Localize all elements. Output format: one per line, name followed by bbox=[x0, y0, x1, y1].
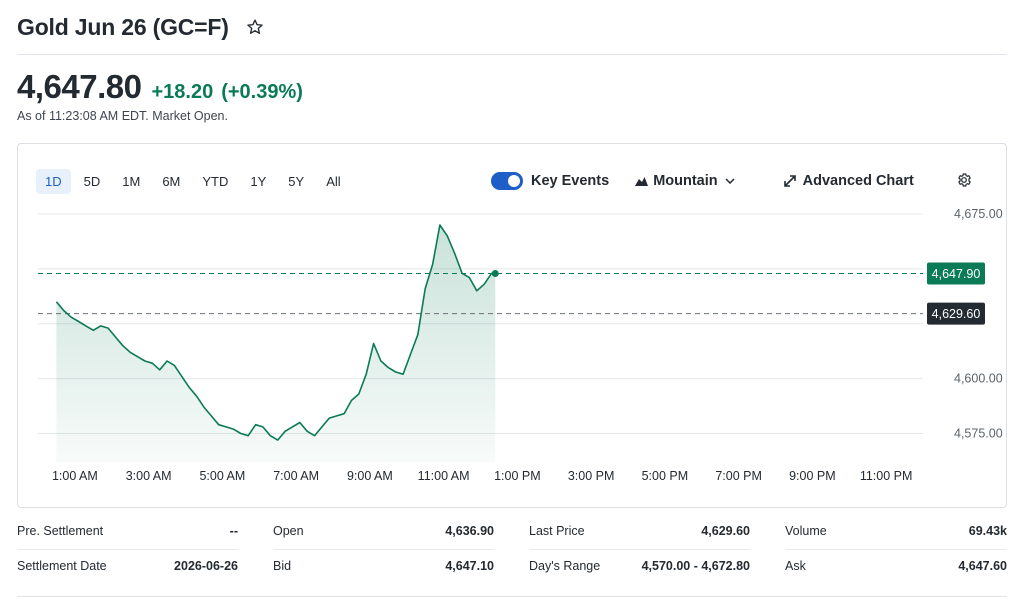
stat-label-pre-settlement: Pre. Settlement bbox=[17, 524, 104, 538]
stats-row: Pre. Settlement -- Open 4,636.90 Last Pr… bbox=[17, 514, 1007, 549]
x-tick-label: 3:00 PM bbox=[568, 469, 615, 483]
stat-value-last-price: 4,629.60 bbox=[701, 524, 750, 538]
chart-toolbar: Key Events Mountain Advanced Chart bbox=[491, 169, 914, 193]
x-tick-label: 3:00 AM bbox=[126, 469, 172, 483]
range-ytd-button[interactable]: YTD bbox=[202, 174, 229, 189]
key-events-label: Key Events bbox=[531, 173, 610, 189]
x-tick-label: 11:00 AM bbox=[418, 469, 470, 483]
expand-icon bbox=[783, 175, 796, 187]
stat-divider bbox=[785, 549, 1007, 550]
chevron-down-icon bbox=[725, 178, 735, 184]
x-tick-label: 11:00 PM bbox=[860, 469, 913, 483]
star-icon[interactable] bbox=[245, 17, 265, 37]
bottom-divider bbox=[17, 596, 1007, 597]
stat-divider bbox=[273, 549, 494, 550]
stat-value-settlement-date: 2026-06-26 bbox=[174, 559, 238, 573]
chart-card: 1D 5D 1M 6M YTD 1Y 5Y All Key Events Mou… bbox=[17, 143, 1007, 508]
x-tick-label: 5:00 PM bbox=[642, 469, 689, 483]
stat-label-volume: Volume bbox=[785, 524, 827, 538]
stat-value-volume: 69.43k bbox=[968, 524, 1007, 538]
y-tick-label: 4,675.00 bbox=[954, 207, 1003, 221]
advanced-chart-button[interactable]: Advanced Chart bbox=[783, 173, 914, 189]
x-tick-label: 5:00 AM bbox=[199, 469, 245, 483]
last-price-tag-label: 4,647.90 bbox=[932, 267, 981, 281]
range-all-button[interactable]: All bbox=[326, 174, 341, 189]
stat-label-settlement-date: Settlement Date bbox=[17, 559, 107, 573]
stat-divider bbox=[17, 549, 238, 550]
range-5d-button[interactable]: 5D bbox=[83, 174, 101, 189]
stat-label-days-range: Day's Range bbox=[529, 559, 601, 573]
stat-label-last-price: Last Price bbox=[529, 524, 585, 538]
range-5y-button[interactable]: 5Y bbox=[288, 174, 305, 189]
prev-close-tag-label: 4,629.60 bbox=[932, 307, 981, 321]
x-tick-label: 7:00 AM bbox=[273, 469, 319, 483]
range-6m-button[interactable]: 6M bbox=[162, 174, 181, 189]
stat-value-bid: 4,647.10 bbox=[445, 559, 494, 573]
toggle-knob bbox=[508, 175, 520, 187]
stat-label-bid: Bid bbox=[273, 559, 292, 573]
stat-value-days-range: 4,570.00 - 4,672.80 bbox=[641, 559, 750, 573]
price-area bbox=[56, 225, 496, 462]
current-price: 4,647.80 bbox=[17, 68, 142, 105]
stat-value-open: 4,636.90 bbox=[445, 524, 494, 538]
x-tick-label: 7:00 PM bbox=[715, 469, 762, 483]
prev-close-tag bbox=[927, 302, 985, 325]
mountain-icon bbox=[635, 177, 649, 186]
chart-type-label: Mountain bbox=[653, 173, 718, 189]
price-change-percent: (+0.39%) bbox=[221, 81, 303, 103]
as-of-timestamp: As of 11:23:08 AM EDT. Market Open. bbox=[17, 109, 228, 123]
stat-value-ask: 4,647.60 bbox=[958, 559, 1007, 573]
x-tick-label: 1:00 AM bbox=[52, 469, 98, 483]
quote-header: Gold Jun 26 (GC=F) bbox=[17, 10, 265, 44]
last-price-dot bbox=[491, 269, 499, 277]
x-tick-label: 9:00 PM bbox=[789, 469, 836, 483]
stat-label-ask: Ask bbox=[785, 559, 806, 573]
advanced-chart-label: Advanced Chart bbox=[802, 173, 914, 189]
price-change: +18.20 bbox=[151, 81, 214, 103]
stat-value-pre-settlement: -- bbox=[229, 524, 238, 538]
header-divider bbox=[17, 54, 1007, 55]
stat-divider bbox=[529, 549, 750, 550]
gear-icon[interactable] bbox=[956, 172, 972, 193]
range-selector: 1D 5D 1M 6M YTD 1Y 5Y All bbox=[36, 169, 354, 194]
page-title: Gold Jun 26 (GC=F) bbox=[17, 13, 229, 40]
price-row: 4,647.80 +18.20 (+0.39%) bbox=[17, 68, 303, 106]
range-1d-button[interactable]: 1D bbox=[36, 169, 71, 194]
price-chart[interactable]: 4,675.00 4,600.00 4,575.00 1:00 AM 3:00 AM 5:… bbox=[18, 144, 1008, 509]
price-line bbox=[55, 224, 496, 441]
range-1y-button[interactable]: 1Y bbox=[250, 174, 267, 189]
range-1m-button[interactable]: 1M bbox=[122, 174, 141, 189]
y-tick-label: 4,600.00 bbox=[954, 372, 1003, 386]
x-tick-label: 9:00 AM bbox=[347, 469, 393, 483]
key-events-toggle[interactable] bbox=[491, 172, 523, 190]
last-price-tag bbox=[927, 262, 985, 285]
x-tick-label: 1:00 PM bbox=[494, 469, 541, 483]
y-tick-label: 4,575.00 bbox=[954, 426, 1003, 440]
stats-row: Settlement Date 2026-06-26 Bid 4,647.10 … bbox=[17, 549, 1007, 584]
stat-label-open: Open bbox=[273, 524, 304, 538]
chart-type-dropdown[interactable]: Mountain bbox=[635, 173, 735, 189]
